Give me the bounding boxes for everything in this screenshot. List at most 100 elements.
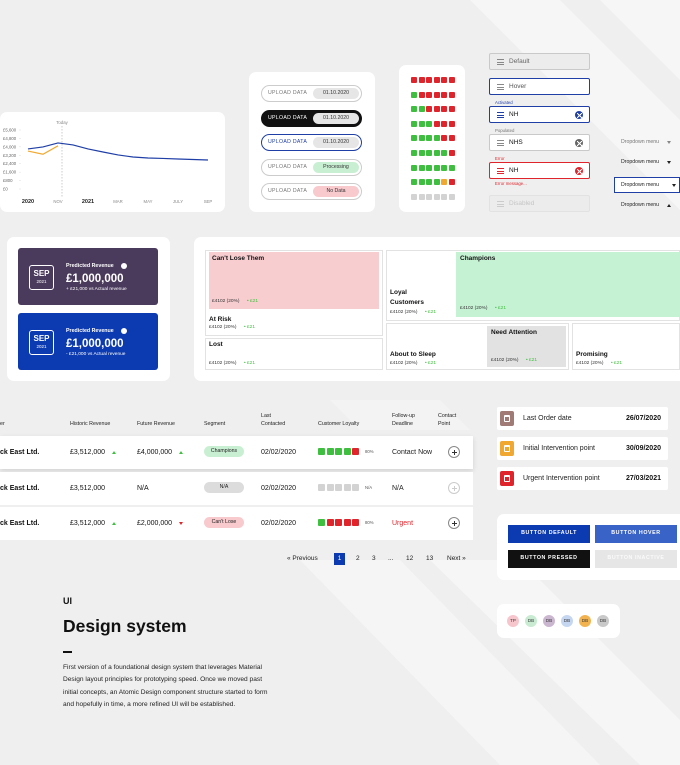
segment-stat: £4102 (20%) [390,361,418,366]
text-input[interactable]: Default [489,53,590,70]
dropdown[interactable]: Dropdown menu [617,159,677,168]
revenue-delta: + £21,000 vs Actual revenue [66,287,127,292]
followup: Contact Now [392,449,433,456]
segment-name: Can't Lose Them [212,255,265,262]
segment-fill [209,252,379,309]
y-tick-label: £1,600 [3,170,17,175]
customer-name: ck East Ltd. [0,520,40,527]
upload-button[interactable]: UPLOAD DATA Processing [261,158,362,176]
loyalty-square [426,164,432,171]
timeline-icon [500,411,514,426]
loyalty-square [411,193,417,200]
button[interactable]: BUTTON INACTIVE [595,550,677,568]
input-caption: Populated [495,128,515,133]
table-header: Customer Loyalty [318,421,360,427]
upload-button[interactable]: UPLOAD DATA 01.10.2020 [261,109,362,127]
button[interactable]: BUTTON PRESSED [508,550,590,568]
table-header: Future Revenue [137,421,175,427]
table-row[interactable]: ck East Ltd. £3,512,000 £2,000,000 Can't Lo… [0,507,473,540]
input-placeholder: Hover [509,83,527,90]
button-label: BUTTON HOVER [611,530,661,536]
dropdown[interactable]: Dropdown menu [614,177,680,193]
x-tick-label: 2021 [82,199,94,205]
x-tick-label: MAR [113,199,123,204]
loyalty-square [441,91,447,98]
loyalty-square [426,120,432,127]
segment-pill-text: N/A [219,484,229,490]
x-tick-label: MAY [144,199,153,204]
loyalty-square [411,179,417,186]
x-tick-label: SEP [204,199,213,204]
upload-label: UPLOAD DATA [268,139,308,145]
loyalty-square [411,150,417,156]
y-tick-label: £3,200 [3,153,17,158]
text-input[interactable]: Hover [489,78,590,95]
segment-pill: Can't Lose [204,517,244,528]
avatar: DB [597,615,609,627]
dropdown-label: Dropdown menu [621,159,660,165]
timeline-icon [500,441,514,456]
input-value: NHS [509,139,523,146]
avatar-initials: DB [545,618,553,623]
segment-frame [205,250,383,336]
table-row[interactable]: ck East Ltd. £3,512,000 N/A N/A 02/02/2020 N/… [0,472,473,505]
button-label: BUTTON PRESSED [520,555,578,561]
timeline-item: Last Order date 26/07/2020 [497,407,668,430]
chip-text: 01.10.2020 [323,90,349,96]
timeline-label: Urgent Intervention point [523,475,600,482]
clear-icon[interactable] [575,139,583,147]
timeline-label: Initial Intervention point [523,445,595,452]
loyalty-square [441,150,447,156]
customer-name: ck East Ltd. [0,485,40,492]
loyalty-square [433,150,440,156]
loyalty-square [326,448,334,455]
timeline-date: 27/03/2021 [625,475,661,482]
button[interactable]: BUTTON HOVER [595,525,677,543]
input-icon [497,201,504,207]
table-header: Historic Revenue [70,421,111,427]
segment-change: • £21 [425,310,437,315]
text-input[interactable]: NH [489,106,590,123]
loyalty-label: 80% [365,520,374,525]
y-tick-label: £4,800 [3,136,17,141]
page-link[interactable]: 1 [334,553,345,565]
loyalty-square [441,120,447,127]
segment-fill [487,326,566,367]
dropdown[interactable]: Dropdown menu [617,139,677,148]
x-tick-label: 2020 [22,199,34,205]
contact-button[interactable] [448,482,460,494]
clear-icon[interactable] [575,167,583,175]
loyalty-square [441,106,447,113]
text-input[interactable]: NHS [489,134,590,151]
segment-name: Loyal Customers [390,289,424,306]
title-dash [63,651,72,653]
loyalty-square [448,135,455,142]
loyalty-square [343,484,351,491]
text-input[interactable]: NH [489,162,590,179]
table-row[interactable]: ck East Ltd. £3,512,000 £4,000,000 Champion… [0,436,473,469]
upload-chip: No Data [313,186,359,197]
input-placeholder: Disabled [509,200,535,207]
page-link-text: 3 [372,555,376,562]
segment-stat: £4102 (20%) [460,306,488,311]
loyalty-square [426,193,432,200]
upload-chip: 01.10.2020 [313,88,359,99]
timeline-item: Urgent Intervention point 27/03/2021 [497,467,668,490]
loyalty-square [433,106,440,113]
upload-button[interactable]: UPLOAD DATA 01.10.2020 [261,134,362,151]
button[interactable]: BUTTON DEFAULT [508,525,590,543]
chart-card: £0 £800 £1,600 £2,400 £3,200 £4,000 £4,800 £5,6… [0,112,225,212]
dropdown[interactable]: Dropdown menu [617,202,677,211]
input-caption: Error [495,156,505,161]
upload-button[interactable]: UPLOAD DATA 01.10.2020 [261,85,362,102]
loyalty-matrix-card [399,65,465,212]
contact-button[interactable] [448,446,460,458]
contact-button[interactable] [448,517,460,529]
clear-icon[interactable] [575,111,583,119]
page-link-text: 13 [426,555,434,562]
upload-label: UPLOAD DATA [268,163,308,170]
segment-pill: N/A [204,482,244,493]
page-link-text: ... [388,555,394,562]
loyalty-square [448,193,455,200]
upload-button[interactable]: UPLOAD DATA No Data [261,183,362,200]
